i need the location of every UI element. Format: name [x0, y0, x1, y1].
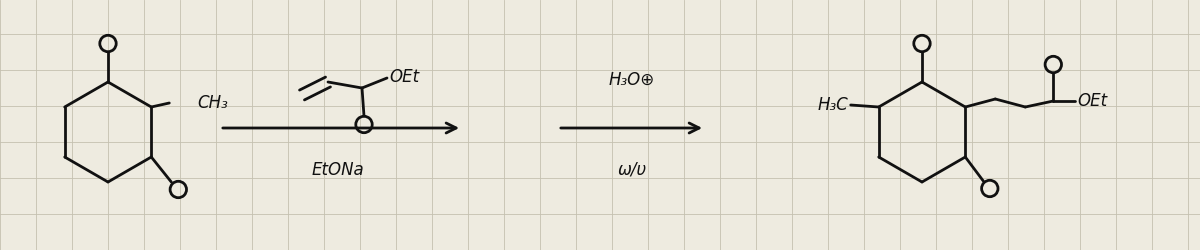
Text: CH₃: CH₃ — [197, 94, 228, 112]
Text: H₃C: H₃C — [818, 96, 848, 114]
Text: OEt: OEt — [389, 68, 419, 86]
Text: EtONa: EtONa — [312, 161, 365, 179]
Text: OEt: OEt — [1078, 92, 1108, 110]
Text: H₃O⊕: H₃O⊕ — [608, 71, 655, 89]
Text: ω/υ: ω/υ — [618, 161, 647, 179]
